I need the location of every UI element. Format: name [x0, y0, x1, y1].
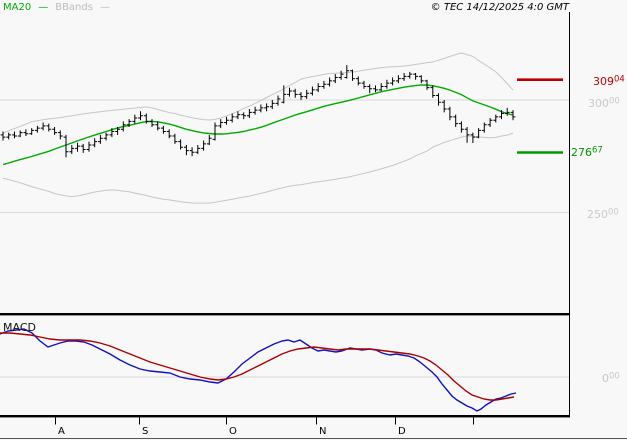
ma20-legend-dash: — [38, 2, 49, 13]
ohlc-bars [0, 65, 516, 158]
price-label-level-300: 30000 [588, 97, 620, 111]
x-axis-label-O: O [229, 426, 237, 437]
ma20-line [2, 84, 514, 166]
signal-line [0, 332, 515, 401]
price-label-resistance: 30904 [593, 75, 625, 89]
ma20-legend-label: MA20 [3, 2, 32, 13]
bbands-legend-label: BBands [55, 2, 93, 13]
bollinger-upper-band [2, 52, 514, 134]
bbands-legend-dash: — [99, 2, 110, 13]
x-axis-label-S: S [142, 426, 148, 437]
x-axis-line [0, 415, 570, 418]
price-label-macd-zero: 000 [602, 372, 620, 386]
x-axis-label-N: N [319, 426, 326, 437]
copyright-timestamp: © TEC 14/12/2025 4:0 GMT [430, 2, 569, 13]
indicator-legend: MA20 — BBands — [3, 2, 110, 14]
bollinger-lower-band [2, 132, 514, 204]
x-axis-label-A: A [58, 426, 65, 437]
macd-line [0, 328, 517, 412]
macd-panel-label: MACD [3, 321, 36, 334]
panel-separator [0, 313, 570, 316]
price-label-level-250: 25000 [587, 208, 619, 222]
price-label-support: 27667 [571, 146, 603, 160]
x-axis-label-D: D [398, 426, 406, 437]
